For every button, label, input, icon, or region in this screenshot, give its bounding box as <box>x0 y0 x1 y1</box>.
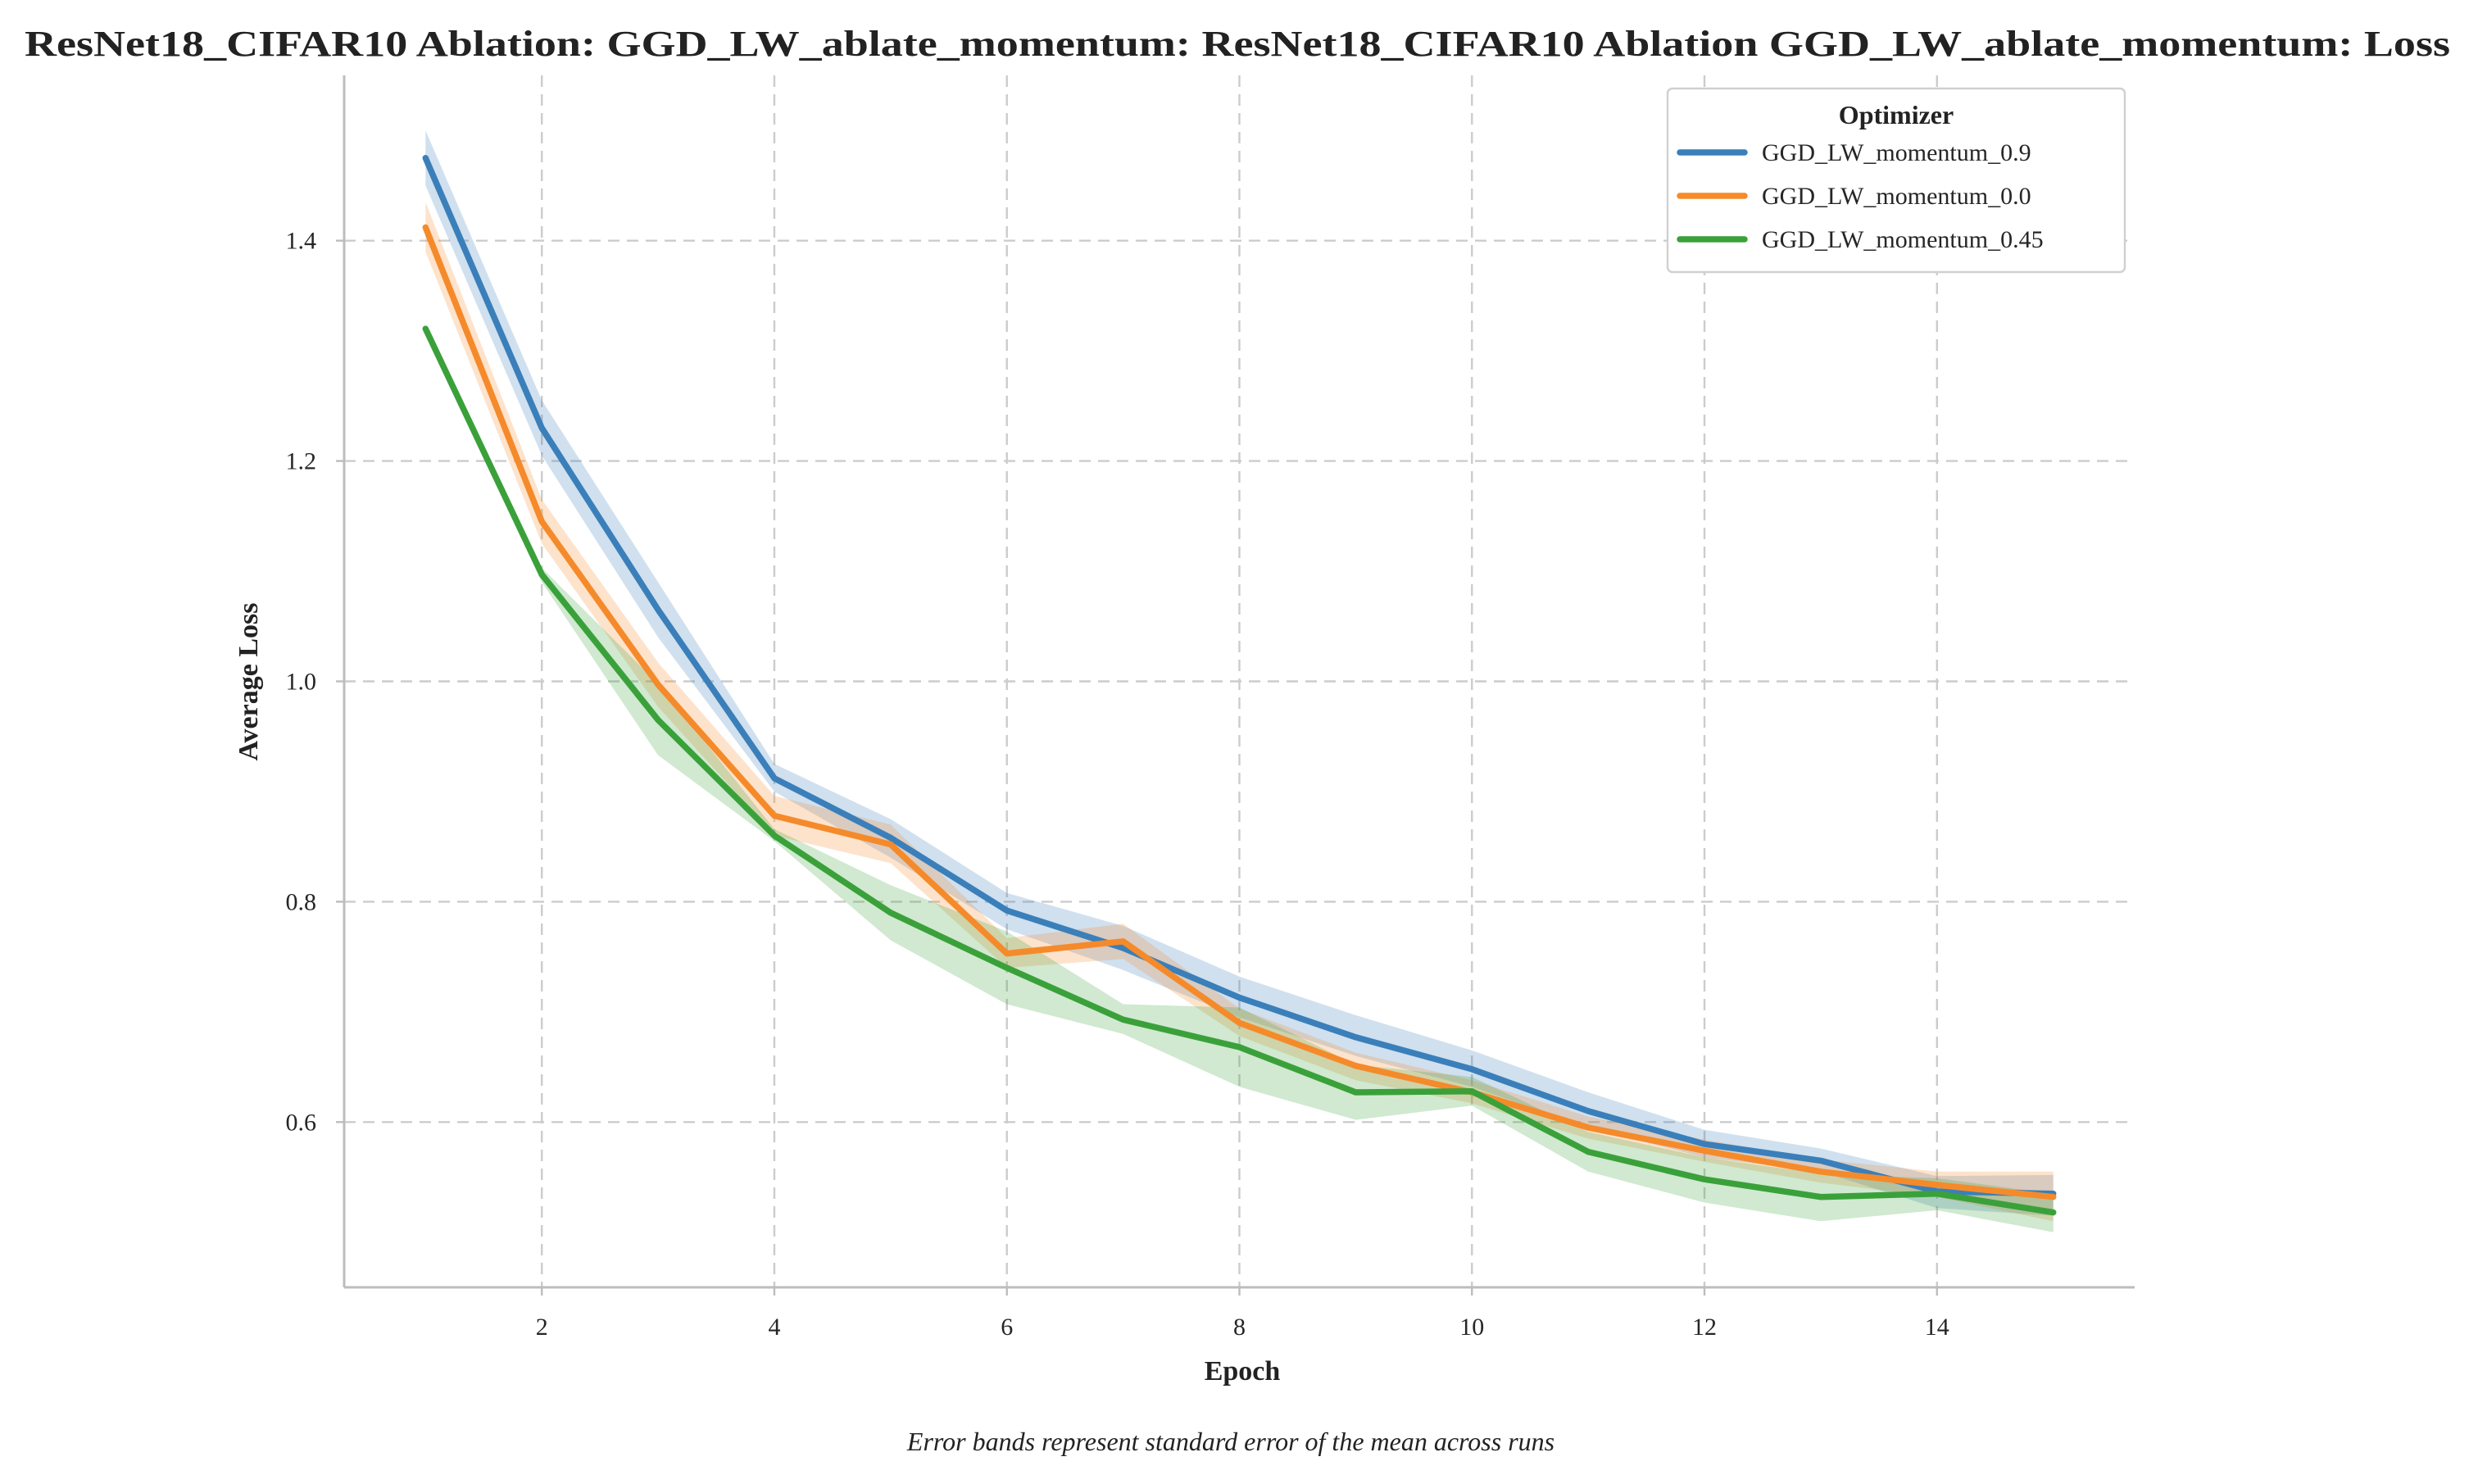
legend-label-0: GGD_LW_momentum_0.9 <box>1762 139 2031 166</box>
y-tick-label-4: 1.4 <box>286 228 317 255</box>
y-axis-label: Average Loss <box>234 603 264 761</box>
chart-caption: Error bands represent standard error of … <box>906 1427 1554 1456</box>
x-axis-label: Epoch <box>1205 1356 1281 1386</box>
legend-box <box>1666 87 2126 274</box>
series-line-2 <box>422 325 2057 1216</box>
grid-layer <box>344 75 2135 1287</box>
series-line-layer <box>422 155 2057 1216</box>
x-tick-label-2: 2 <box>536 1314 548 1341</box>
legend-label-2: GGD_LW_momentum_0.45 <box>1762 226 2044 253</box>
y-tick-label-0: 0.6 <box>286 1109 317 1136</box>
chart-title: ResNet18_CIFAR10 Ablation: GGD_LW_ablate… <box>25 24 2450 64</box>
x-tick-label-10: 10 <box>1459 1314 1484 1341</box>
x-tick-label-4: 4 <box>768 1314 780 1341</box>
y-tick-label-2: 1.0 <box>286 669 317 696</box>
x-tick-label-14: 14 <box>1925 1314 1949 1341</box>
legend: Optimizer GGD_LW_momentum_0.9GGD_LW_mome… <box>1666 87 2126 274</box>
legend-label-1: GGD_LW_momentum_0.0 <box>1762 183 2031 210</box>
series-line-0 <box>422 155 2057 1197</box>
error-band-series-2 <box>425 326 2054 1232</box>
y-tick-label-3: 1.2 <box>286 448 317 475</box>
x-tick-label-8: 8 <box>1233 1314 1246 1341</box>
legend-items: GGD_LW_momentum_0.9 GGD_LW_momentum_0.0 GG… <box>1677 139 2044 253</box>
x-tick-label-6: 6 <box>1001 1314 1013 1341</box>
legend-title: Optimizer <box>1839 100 1954 129</box>
x-tick-label-12: 12 <box>1692 1314 1717 1341</box>
tick-layer: 2 4 6 8 10 12 14 0.6 0.8 1.0 1.2 1.4 <box>286 228 1949 1341</box>
y-tick-label-1: 0.8 <box>286 888 317 915</box>
series-line-1 <box>422 224 2057 1200</box>
error-band-series-1 <box>425 202 2054 1222</box>
